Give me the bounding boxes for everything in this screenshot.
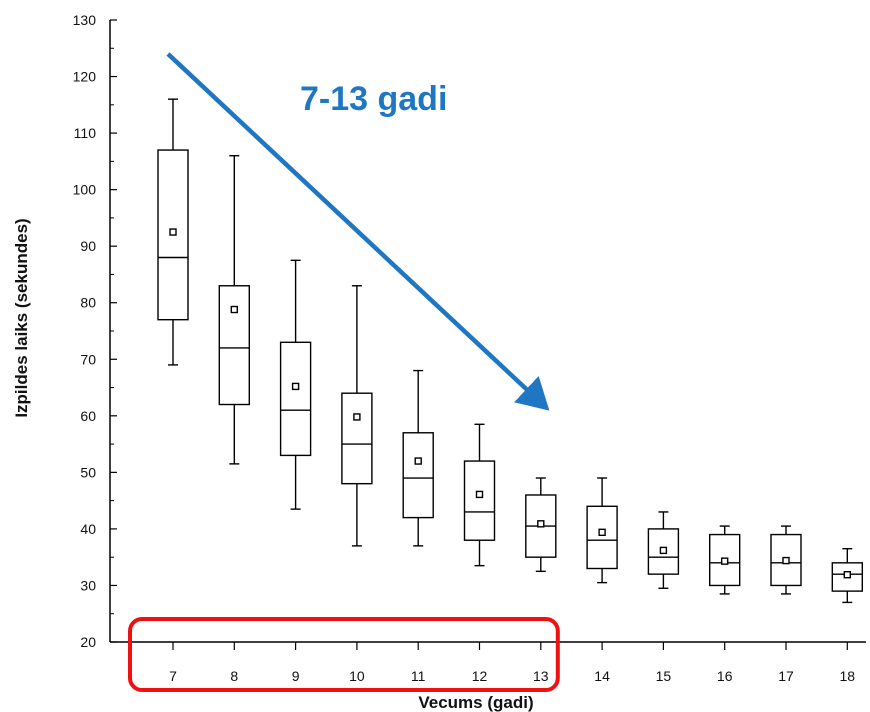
x-tick-label: 14 [594,668,610,684]
x-tick-label: 15 [656,668,672,684]
iqr-box [709,533,741,587]
mean-marker [414,457,422,465]
mean-marker [721,557,729,565]
iqr-box [647,528,680,575]
box-9 [279,259,312,510]
y-tick-label: 20 [80,634,96,650]
iqr-box [341,392,373,485]
mean-marker [659,546,668,555]
y-ticks: 20 30 40 50 60 70 80 90 100 110 120 130 [73,12,117,650]
x-tick-label: 9 [292,668,300,684]
box-10 [341,285,373,547]
iqr-box [157,149,189,321]
box-16 [709,525,741,595]
box-7 [157,98,189,366]
annotations: 7-13 gadi [128,52,560,692]
mean-marker [843,571,851,579]
mean-marker [475,490,484,499]
x-tick-label: 8 [230,668,238,684]
y-tick-label: 70 [80,351,96,367]
x-ticks: 7 8 9 10 11 12 13 14 15 16 17 18 [169,642,855,684]
mean-marker [169,228,177,236]
iqr-box [279,341,312,457]
age-range-annotation: 7-13 gadi [300,80,447,118]
x-tick-label: 16 [717,668,733,684]
x-tick-label: 11 [411,668,426,684]
mean-marker [782,556,790,565]
x-axis-title: Vecums (gadi) [418,693,533,712]
y-tick-label: 120 [73,69,97,85]
y-tick-label: 80 [80,295,96,311]
box-18 [831,548,863,604]
y-tick-label: 90 [80,238,96,254]
y-tick-label: 60 [80,408,96,424]
x-tick-label: 18 [840,668,856,684]
box-13 [525,477,557,573]
x-tick-label: 10 [349,668,365,684]
x-tick-label: 7 [169,668,177,684]
iqr-box [463,460,496,541]
x-tick-label: 13 [533,668,549,684]
iqr-box [586,505,618,570]
y-tick-label: 50 [80,464,96,480]
y-tick-label: 40 [80,521,96,537]
iqr-box [218,285,251,406]
box-14 [586,477,618,584]
mean-marker [353,413,361,421]
mean-marker [291,382,300,391]
box-series [157,98,863,604]
x-tick-label: 12 [472,668,488,684]
mean-marker [537,520,545,528]
y-axis-title: Izpildes laiks (sekundes) [12,218,31,417]
mean-marker [230,305,239,314]
y-tick-label: 100 [73,182,97,198]
y-tick-label: 130 [73,12,97,28]
iqr-box [402,432,434,519]
box-8 [218,155,251,465]
x-tick-label: 17 [778,668,794,684]
box-17 [770,525,802,595]
mean-marker [598,528,606,537]
box-11 [402,369,434,547]
trend-arrow [166,52,550,411]
box-15 [647,511,680,589]
y-tick-label: 110 [74,125,97,141]
age-range-highlight-box [128,617,560,692]
box-12 [463,423,496,567]
y-tick-label: 30 [80,577,96,593]
